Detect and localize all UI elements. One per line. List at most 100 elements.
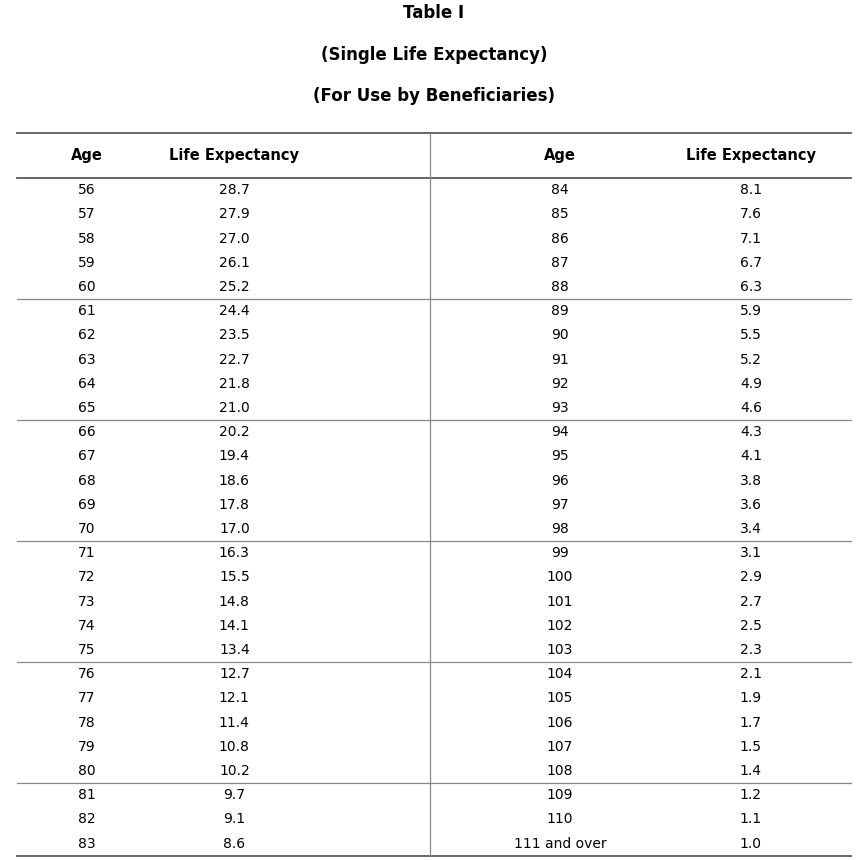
Text: 17.0: 17.0: [219, 522, 250, 536]
Text: 109: 109: [547, 789, 573, 802]
Text: 74: 74: [78, 619, 95, 633]
Text: 5.5: 5.5: [740, 329, 762, 342]
Text: 102: 102: [547, 619, 573, 633]
Text: 111 and over: 111 and over: [514, 837, 606, 851]
Text: Age: Age: [71, 148, 102, 163]
Text: 78: 78: [78, 716, 95, 729]
Text: 11.4: 11.4: [219, 716, 250, 729]
Text: 6.3: 6.3: [740, 280, 762, 294]
Text: 14.8: 14.8: [219, 594, 250, 609]
Text: 3.1: 3.1: [740, 546, 762, 560]
Text: 108: 108: [547, 764, 573, 778]
Text: 72: 72: [78, 570, 95, 584]
Text: (Single Life Expectancy): (Single Life Expectancy): [321, 46, 547, 64]
Text: 13.4: 13.4: [219, 643, 250, 657]
Text: 66: 66: [78, 425, 95, 439]
Text: 77: 77: [78, 691, 95, 705]
Text: 15.5: 15.5: [219, 570, 250, 584]
Text: 75: 75: [78, 643, 95, 657]
Text: 71: 71: [78, 546, 95, 560]
Text: 67: 67: [78, 450, 95, 464]
Text: 1.4: 1.4: [740, 764, 762, 778]
Text: 24.4: 24.4: [219, 304, 250, 318]
Text: 3.8: 3.8: [740, 474, 762, 488]
Text: 101: 101: [547, 594, 573, 609]
Text: 4.3: 4.3: [740, 425, 762, 439]
Text: 104: 104: [547, 667, 573, 681]
Text: 7.6: 7.6: [740, 207, 762, 221]
Text: 12.1: 12.1: [219, 691, 250, 705]
Text: 14.1: 14.1: [219, 619, 250, 633]
Text: 64: 64: [78, 377, 95, 390]
Text: 5.2: 5.2: [740, 353, 762, 366]
Text: 60: 60: [78, 280, 95, 294]
Text: 27.9: 27.9: [219, 207, 250, 221]
Text: 97: 97: [551, 498, 569, 512]
Text: 87: 87: [551, 255, 569, 270]
Text: Life Expectancy: Life Expectancy: [686, 148, 816, 163]
Text: 57: 57: [78, 207, 95, 221]
Text: 59: 59: [78, 255, 95, 270]
Text: 80: 80: [78, 764, 95, 778]
Text: 65: 65: [78, 401, 95, 415]
Text: 86: 86: [551, 231, 569, 245]
Text: 3.4: 3.4: [740, 522, 762, 536]
Text: Life Expectancy: Life Expectancy: [169, 148, 299, 163]
Text: 21.0: 21.0: [219, 401, 250, 415]
Text: 94: 94: [551, 425, 569, 439]
Text: 23.5: 23.5: [219, 329, 250, 342]
Text: 98: 98: [551, 522, 569, 536]
Text: 3.6: 3.6: [740, 498, 762, 512]
Text: 2.3: 2.3: [740, 643, 762, 657]
Text: 1.1: 1.1: [740, 813, 762, 826]
Text: 91: 91: [551, 353, 569, 366]
Text: 1.5: 1.5: [740, 740, 762, 753]
Text: 2.7: 2.7: [740, 594, 762, 609]
Text: 106: 106: [547, 716, 573, 729]
Text: 16.3: 16.3: [219, 546, 250, 560]
Text: 85: 85: [551, 207, 569, 221]
Text: 68: 68: [78, 474, 95, 488]
Text: 103: 103: [547, 643, 573, 657]
Text: 84: 84: [551, 183, 569, 197]
Text: 4.1: 4.1: [740, 450, 762, 464]
Text: 1.9: 1.9: [740, 691, 762, 705]
Text: 110: 110: [547, 813, 573, 826]
Text: 9.1: 9.1: [223, 813, 246, 826]
Text: 56: 56: [78, 183, 95, 197]
Text: 62: 62: [78, 329, 95, 342]
Text: 58: 58: [78, 231, 95, 245]
Text: 22.7: 22.7: [219, 353, 250, 366]
Text: 5.9: 5.9: [740, 304, 762, 318]
Text: 61: 61: [78, 304, 95, 318]
Text: 89: 89: [551, 304, 569, 318]
Text: 1.2: 1.2: [740, 789, 762, 802]
Text: 88: 88: [551, 280, 569, 294]
Text: 63: 63: [78, 353, 95, 366]
Text: 17.8: 17.8: [219, 498, 250, 512]
Text: 1.7: 1.7: [740, 716, 762, 729]
Text: 96: 96: [551, 474, 569, 488]
Text: 2.5: 2.5: [740, 619, 762, 633]
Text: 8.1: 8.1: [740, 183, 762, 197]
Text: 82: 82: [78, 813, 95, 826]
Bar: [17, 133, 851, 856]
Text: 95: 95: [551, 450, 569, 464]
Text: 92: 92: [551, 377, 569, 390]
Text: 105: 105: [547, 691, 573, 705]
Text: 90: 90: [551, 329, 569, 342]
Text: 99: 99: [551, 546, 569, 560]
Text: 7.1: 7.1: [740, 231, 762, 245]
Text: 10.2: 10.2: [219, 764, 250, 778]
Text: 1.0: 1.0: [740, 837, 762, 851]
Text: 20.2: 20.2: [219, 425, 250, 439]
Text: 27.0: 27.0: [219, 231, 250, 245]
Text: 4.6: 4.6: [740, 401, 762, 415]
Text: 10.8: 10.8: [219, 740, 250, 753]
Text: 76: 76: [78, 667, 95, 681]
Text: 79: 79: [78, 740, 95, 753]
Text: 25.2: 25.2: [219, 280, 250, 294]
Text: 18.6: 18.6: [219, 474, 250, 488]
Text: 69: 69: [78, 498, 95, 512]
Text: 70: 70: [78, 522, 95, 536]
